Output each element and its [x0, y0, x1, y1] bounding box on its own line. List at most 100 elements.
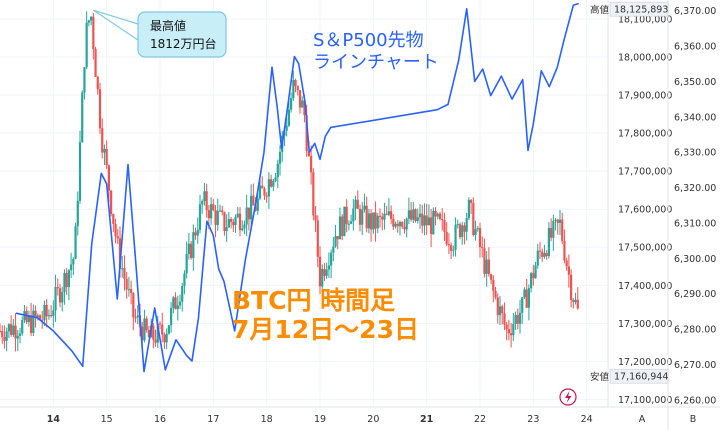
- low-marker-box: [609, 368, 669, 384]
- candle-body-189: [418, 213, 422, 218]
- candle-body-200: [443, 219, 446, 232]
- candle-body-17: [36, 315, 39, 318]
- candle-body-37: [81, 92, 84, 143]
- candle-body-26: [56, 287, 59, 289]
- index-tick-label-6: 6,310.00: [674, 218, 716, 229]
- footer-letter-b: B: [690, 414, 697, 425]
- sp500-point-48: [527, 150, 528, 151]
- sp500-point-5: [91, 244, 92, 245]
- candle-body-77: [170, 308, 173, 326]
- candle-body-145: [321, 268, 324, 287]
- candle-body-150: [332, 246, 335, 253]
- sp500-point-39: [447, 104, 448, 105]
- candle-body-117: [258, 185, 262, 199]
- candle-body-83: [183, 273, 186, 286]
- x-tick-label-3: 17: [207, 414, 219, 425]
- candle-body-186: [412, 209, 415, 220]
- candle-body-56: [123, 268, 126, 279]
- candle-body-98: [216, 211, 219, 225]
- index-tick-label-4: 6,330.00: [674, 148, 716, 159]
- sp500-point-29: [287, 104, 288, 105]
- sp500-point-10: [135, 265, 136, 266]
- candle-body-108: [238, 213, 242, 231]
- candle-body-153: [338, 216, 342, 240]
- candle-body-46: [101, 128, 104, 153]
- candle-body-163: [361, 209, 364, 225]
- candle-body-87: [192, 232, 195, 258]
- candle-body-198: [438, 213, 442, 219]
- sp500-point-36: [325, 136, 326, 137]
- index-tick-label-9: 6,280.00: [674, 325, 716, 336]
- candle-body-182: [403, 226, 406, 230]
- candle-body-36: [78, 142, 82, 201]
- candle-body-136: [301, 100, 304, 108]
- candle-body-258: [572, 300, 575, 303]
- sp500-point-41: [466, 8, 467, 9]
- index-tick-label-3: 6,340.00: [674, 112, 716, 123]
- price-tick-label-9: 17,200,000: [618, 357, 672, 368]
- candle-body-254: [563, 241, 566, 261]
- candle-body-194: [430, 217, 433, 235]
- candle-body-142: [314, 215, 317, 221]
- candle-body-49: [107, 165, 110, 191]
- candle-body-169: [374, 212, 377, 229]
- index-tick-label-10: 6,270.00: [674, 360, 716, 371]
- candle-body-252: [558, 219, 562, 223]
- sp500-point-42: [474, 81, 475, 82]
- candle-body-97: [214, 210, 217, 225]
- candle-body-203: [450, 245, 453, 251]
- candle-body-140: [310, 156, 313, 173]
- candle-body-43: [94, 49, 97, 77]
- sp500-point-43: [482, 68, 483, 69]
- candle-body-245: [543, 253, 546, 257]
- sp500-point-12: [154, 307, 155, 308]
- candle-body-20: [43, 304, 46, 321]
- candle-body-91: [201, 201, 204, 205]
- candle-body-187: [414, 209, 417, 221]
- sp500-point-18: [206, 221, 207, 222]
- candle-body-90: [198, 204, 202, 230]
- sp500-point-28: [281, 148, 282, 149]
- candle-body-213: [472, 202, 475, 235]
- candle-body-47: [103, 148, 106, 153]
- candle-body-120: [265, 195, 268, 197]
- candle-body-202: [447, 244, 450, 246]
- price-tick-label-0: 18,100,000: [618, 15, 672, 26]
- candle-body-176: [390, 211, 393, 219]
- candle-body-237: [525, 289, 528, 308]
- candle-body-33: [72, 258, 75, 265]
- candle-body-201: [445, 231, 448, 245]
- sp500-point-49: [533, 123, 534, 124]
- x-tick-label-4: 18: [261, 414, 273, 425]
- btc-label-line-2: 7月12日～23日: [232, 315, 419, 344]
- btc-label-line-1: BTC円 時間足: [232, 286, 395, 315]
- low-marker-value: 17,160,944: [614, 372, 668, 383]
- candle-body-89: [196, 229, 199, 236]
- candle-body-130: [287, 109, 290, 126]
- price-tick-label-5: 17,600,000: [618, 205, 672, 216]
- candle-body-110: [243, 224, 246, 229]
- candle-body-31: [67, 270, 70, 287]
- sp500-point-3: [71, 350, 72, 351]
- candle-body-105: [232, 222, 235, 226]
- candle-body-222: [492, 279, 495, 291]
- candle-body-53: [116, 236, 119, 239]
- candle-body-171: [378, 215, 382, 217]
- candle-body-236: [523, 289, 526, 298]
- candle-body-148: [327, 265, 330, 270]
- index-tick-label-8: 6,290.00: [674, 289, 716, 300]
- candle-body-190: [421, 213, 424, 226]
- sp500-point-32: [304, 102, 305, 103]
- candle-body-220: [487, 259, 490, 275]
- candle-body-196: [434, 210, 437, 217]
- candle-body-25: [54, 287, 57, 311]
- candle-body-210: [465, 218, 468, 232]
- x-tick-label-5: 19: [314, 414, 326, 425]
- candle-body-177: [392, 218, 395, 227]
- candle-body-92: [203, 191, 206, 202]
- candle-body-126: [278, 151, 282, 164]
- candle-body-152: [336, 236, 339, 240]
- x-tick-label-7: 21: [420, 414, 433, 425]
- candle-body-60: [132, 293, 135, 318]
